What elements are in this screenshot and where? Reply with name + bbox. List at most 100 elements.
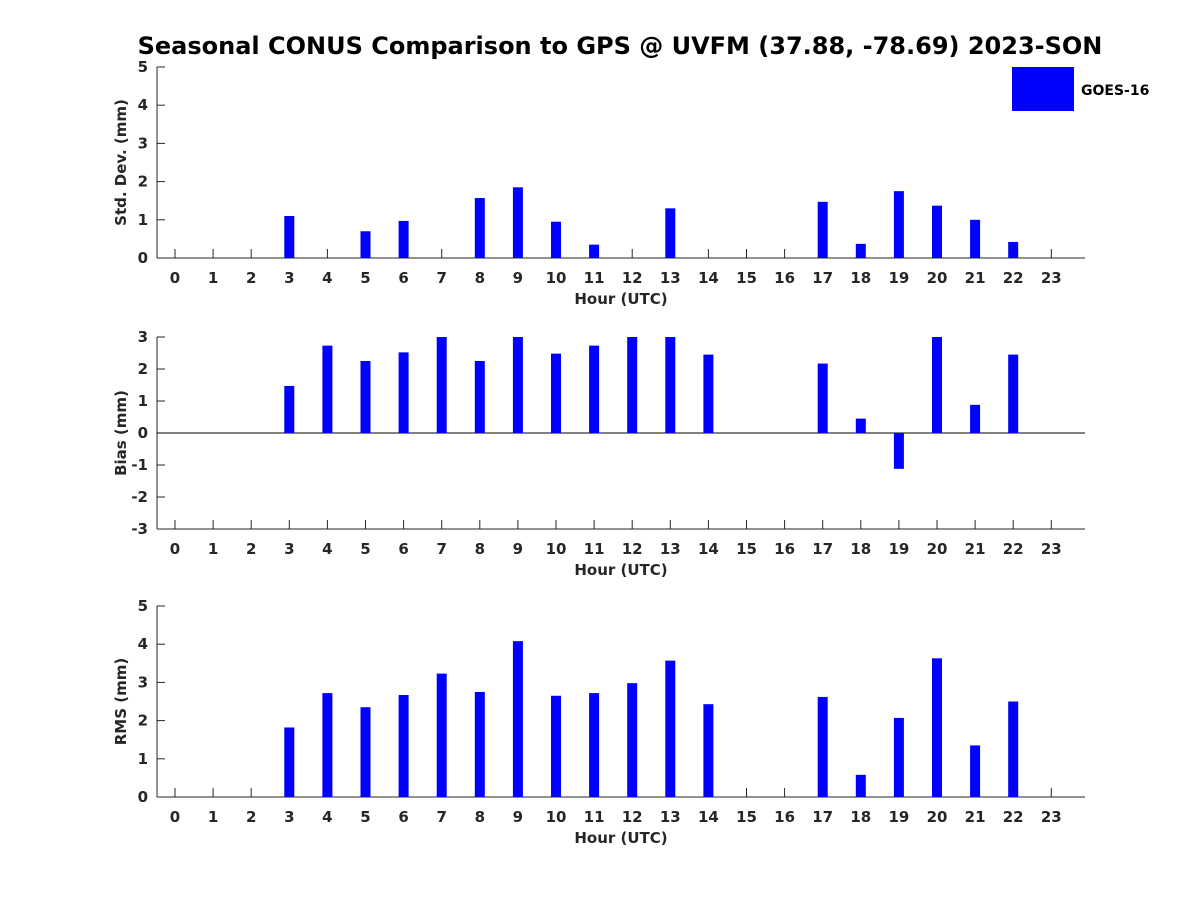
x-tick-label: 7	[436, 808, 446, 826]
bar-std-hour-6	[398, 220, 409, 258]
x-tick-label: 18	[850, 540, 871, 558]
x-tick-label: 13	[660, 808, 681, 826]
x-tick-label: 23	[1041, 808, 1062, 826]
x-tick-label: 22	[1003, 808, 1024, 826]
y-tick-label: 0	[138, 424, 148, 442]
bar-rms-hour-14	[703, 704, 714, 797]
x-tick-label: 7	[436, 540, 446, 558]
x-tick-label: 2	[246, 540, 256, 558]
bar-bias-hour-17	[817, 363, 828, 433]
bar-bias-hour-6	[398, 352, 409, 433]
x-tick-label: 22	[1003, 540, 1024, 558]
y-tick-label: 0	[138, 788, 148, 806]
x-axis-label: Hour (UTC)	[574, 561, 667, 579]
x-tick-label: 6	[398, 269, 408, 287]
bar-std-hour-8	[474, 198, 485, 258]
x-tick-label: 16	[774, 808, 795, 826]
y-tick-label: 1	[138, 392, 148, 410]
x-tick-label: 15	[736, 808, 757, 826]
y-tick-label: 2	[138, 173, 148, 191]
x-tick-label: 18	[850, 269, 871, 287]
x-tick-label: 18	[850, 808, 871, 826]
y-tick-label: 5	[138, 597, 148, 615]
bar-std-hour-10	[551, 221, 561, 258]
x-tick-label: 0	[170, 269, 180, 287]
x-tick-label: 1	[208, 269, 218, 287]
x-axis-label: Hour (UTC)	[574, 829, 667, 847]
x-tick-label: 1	[208, 808, 218, 826]
x-tick-label: 5	[360, 540, 370, 558]
x-tick-label: 14	[698, 540, 719, 558]
x-tick-label: 1	[208, 540, 218, 558]
bar-rms-hour-4	[322, 693, 333, 797]
bar-bias-hour-5	[360, 361, 371, 433]
bar-rms-hour-9	[512, 641, 523, 797]
bar-std-hour-9	[512, 187, 523, 258]
bar-bias-hour-10	[551, 353, 561, 433]
legend-label-goes-16: GOES-16	[1081, 83, 1149, 99]
x-tick-label: 23	[1041, 269, 1062, 287]
bar-rms-hour-13	[665, 660, 676, 797]
x-tick-label: 11	[584, 269, 605, 287]
y-tick-label: -3	[131, 520, 148, 538]
x-tick-label: 2	[246, 269, 256, 287]
x-tick-label: 20	[927, 540, 948, 558]
y-tick-label: 4	[138, 635, 148, 653]
bar-rms-hour-21	[970, 745, 981, 797]
y-tick-label: 0	[138, 249, 148, 267]
y-axis-label: Bias (mm)	[112, 390, 130, 476]
bar-std-hour-13	[665, 208, 676, 258]
x-tick-label: 12	[622, 808, 643, 826]
x-tick-label: 19	[888, 540, 909, 558]
x-tick-label: 14	[698, 808, 719, 826]
bar-rms-hour-17	[817, 696, 828, 797]
bar-rms-hour-5	[360, 707, 371, 797]
bar-bias-hour-13	[665, 337, 676, 433]
y-tick-label: 2	[138, 712, 148, 730]
x-tick-label: 6	[398, 540, 408, 558]
x-tick-label: 19	[888, 808, 909, 826]
bar-bias-hour-18	[855, 418, 866, 433]
y-tick-label: 3	[138, 673, 148, 691]
bar-rms-hour-19	[893, 717, 904, 797]
bar-rms-hour-10	[551, 695, 561, 797]
y-tick-label: 5	[138, 58, 148, 76]
x-tick-label: 17	[812, 540, 833, 558]
bar-bias-hour-9	[512, 337, 523, 433]
bar-rms-hour-3	[284, 727, 295, 797]
bar-std-hour-20	[932, 205, 942, 258]
bar-rms-hour-7	[436, 673, 447, 797]
x-tick-label: 19	[888, 269, 909, 287]
bar-std-hour-19	[893, 191, 904, 258]
x-tick-label: 21	[965, 808, 986, 826]
x-tick-label: 5	[360, 808, 370, 826]
bar-bias-hour-11	[589, 345, 600, 433]
bar-bias-hour-8	[474, 361, 485, 433]
x-tick-label: 14	[698, 269, 719, 287]
bar-rms-hour-22	[1008, 701, 1019, 797]
chart-title: Seasonal CONUS Comparison to GPS @ UVFM …	[138, 32, 1103, 60]
x-tick-label: 3	[284, 808, 294, 826]
bar-bias-hour-22	[1008, 354, 1019, 433]
x-tick-label: 10	[546, 540, 567, 558]
x-tick-label: 13	[660, 269, 681, 287]
y-axis-label: Std. Dev. (mm)	[112, 99, 130, 226]
y-tick-label: 4	[138, 96, 148, 114]
x-tick-label: 9	[513, 540, 523, 558]
x-tick-label: 4	[322, 540, 332, 558]
x-tick-label: 4	[322, 808, 332, 826]
x-tick-label: 0	[170, 540, 180, 558]
x-tick-label: 10	[546, 269, 567, 287]
x-tick-label: 3	[284, 540, 294, 558]
y-tick-label: 1	[138, 211, 148, 229]
x-tick-label: 22	[1003, 269, 1024, 287]
bar-rms-hour-11	[589, 693, 600, 797]
bar-rms-hour-12	[627, 683, 638, 797]
bar-std-hour-21	[970, 219, 981, 258]
bar-bias-hour-19	[893, 433, 904, 469]
